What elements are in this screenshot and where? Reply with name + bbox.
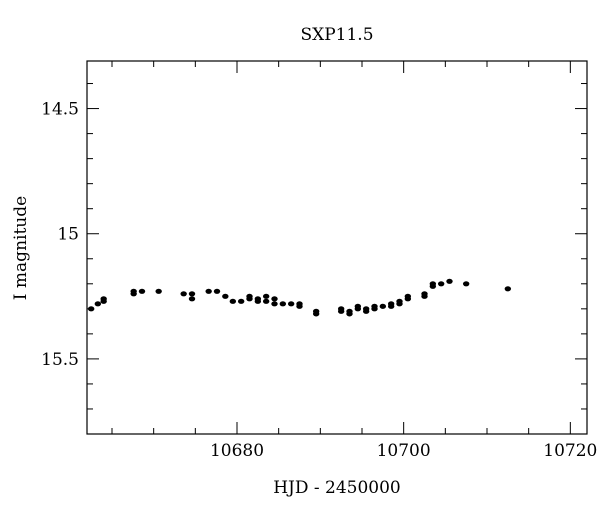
data-point bbox=[446, 278, 453, 284]
x-tick-label: 10680 bbox=[210, 441, 264, 461]
data-point bbox=[362, 308, 370, 314]
major-ticks bbox=[87, 61, 587, 434]
x-axis-label: HJD - 2450000 bbox=[273, 478, 401, 498]
data-point bbox=[287, 301, 295, 307]
y-tick-label: 15 bbox=[57, 225, 79, 245]
data-point bbox=[296, 303, 303, 309]
data-point bbox=[94, 301, 102, 307]
data-point bbox=[337, 308, 345, 314]
data-point bbox=[262, 293, 270, 299]
data-points bbox=[87, 278, 512, 317]
y-tick-label: 15.5 bbox=[41, 350, 79, 370]
y-axis-label: I magnitude bbox=[11, 196, 31, 300]
chart-title: SXP11.5 bbox=[300, 25, 373, 45]
data-point bbox=[246, 296, 253, 302]
x-tick-label: 10700 bbox=[377, 441, 431, 461]
data-point bbox=[312, 311, 320, 317]
data-point bbox=[205, 288, 212, 294]
data-point bbox=[387, 303, 395, 309]
data-point bbox=[404, 293, 412, 299]
y-tick-label: 14.5 bbox=[41, 100, 79, 120]
data-point bbox=[354, 306, 362, 312]
data-point bbox=[222, 293, 229, 299]
data-point bbox=[279, 301, 287, 307]
data-point bbox=[379, 303, 387, 309]
data-point bbox=[271, 301, 278, 307]
data-point bbox=[188, 291, 196, 297]
x-tick-labels: 10680 10700 10720 bbox=[210, 441, 597, 461]
data-point bbox=[396, 298, 403, 304]
plot-frame bbox=[86, 60, 588, 435]
data-point bbox=[138, 288, 146, 294]
data-point bbox=[262, 298, 270, 304]
data-point bbox=[429, 281, 437, 287]
data-point bbox=[254, 298, 262, 304]
minor-ticks bbox=[87, 61, 587, 435]
data-point bbox=[421, 291, 428, 297]
x-tick-label: 10720 bbox=[543, 441, 597, 461]
data-point bbox=[87, 306, 95, 312]
data-point bbox=[155, 288, 162, 294]
data-point bbox=[188, 296, 196, 302]
data-point bbox=[229, 298, 237, 304]
y-tick-labels: 14.5 15 15.5 bbox=[41, 100, 79, 370]
data-point bbox=[437, 281, 445, 287]
data-point bbox=[180, 291, 187, 297]
data-point bbox=[462, 281, 470, 287]
data-point bbox=[371, 306, 378, 312]
data-point bbox=[346, 311, 353, 317]
data-point bbox=[130, 288, 137, 294]
data-point bbox=[237, 298, 245, 304]
data-point bbox=[100, 296, 107, 302]
data-point bbox=[213, 288, 221, 294]
data-point bbox=[504, 286, 512, 292]
data-point bbox=[271, 296, 278, 302]
